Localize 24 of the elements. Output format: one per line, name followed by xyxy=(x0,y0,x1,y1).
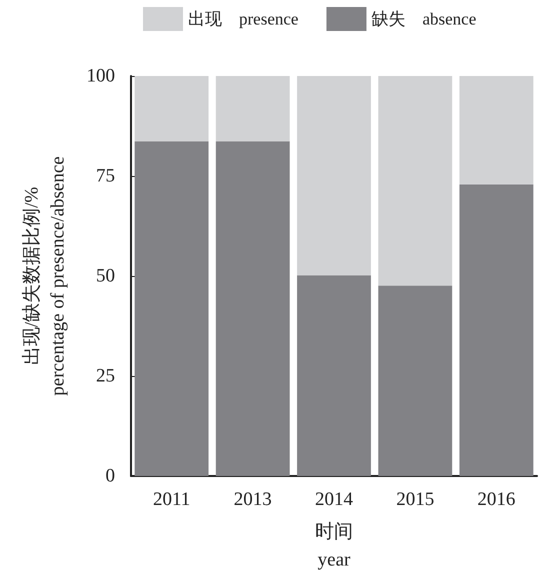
bar xyxy=(297,76,371,276)
x-tick-label: 2014 xyxy=(315,489,354,510)
bar xyxy=(378,76,452,286)
y-tick-label: 75 xyxy=(96,166,115,186)
y-axis-title: 出现/缺失数据比例/% percentage of presence/absence xyxy=(22,156,68,396)
bar xyxy=(216,76,290,142)
x-axis-title: 时间 year xyxy=(315,522,353,570)
y-tick-label: 50 xyxy=(96,266,115,286)
legend-label: 缺失 absence xyxy=(371,10,476,28)
x-tick-label: 2011 xyxy=(152,489,190,510)
bar xyxy=(216,141,290,476)
bar xyxy=(297,275,371,476)
x-tick-label: 2013 xyxy=(234,489,272,510)
legend-label: 出现 presence xyxy=(188,10,298,28)
y-tick-label: 25 xyxy=(96,366,115,386)
bar xyxy=(459,76,534,184)
y-tick-label: 100 xyxy=(86,66,115,86)
bar xyxy=(459,184,534,476)
y-tick-label: 0 xyxy=(106,466,115,486)
bar xyxy=(134,141,209,476)
bar xyxy=(134,76,209,142)
x-tick-label: 2016 xyxy=(477,489,516,510)
x-tick-label: 2015 xyxy=(396,489,434,510)
bar xyxy=(378,286,452,476)
